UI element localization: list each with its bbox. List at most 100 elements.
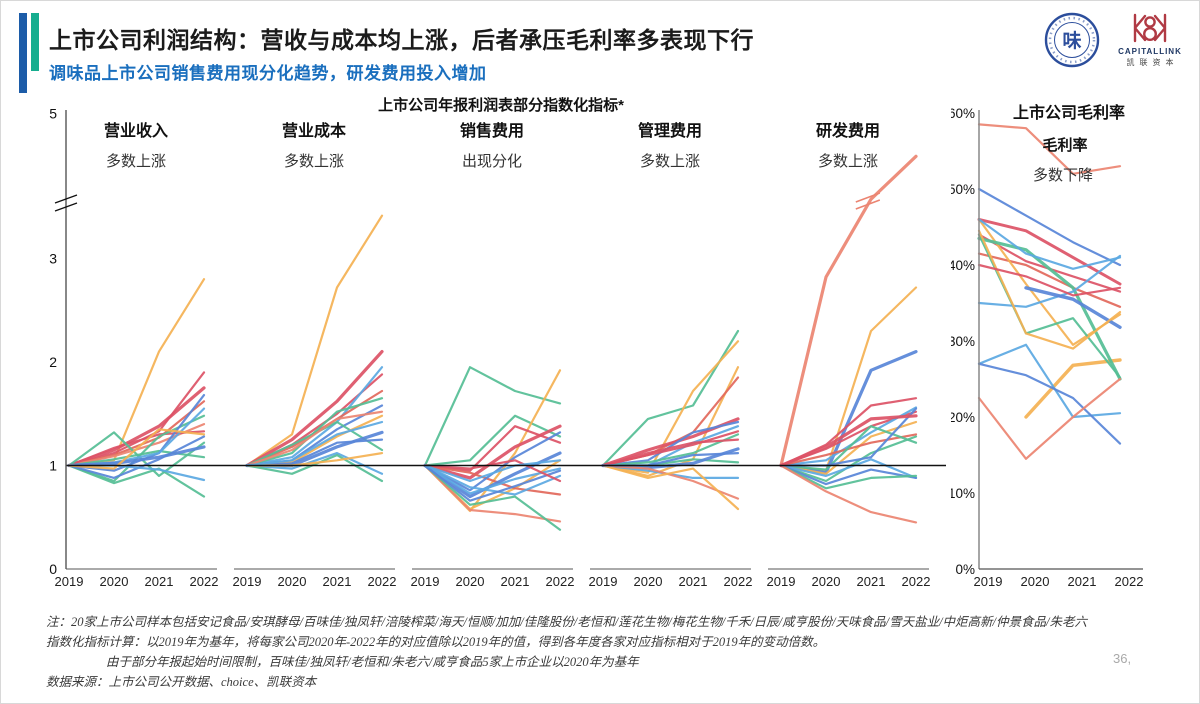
series-line: [423, 424, 562, 480]
panel-trend: 多数上涨: [818, 153, 878, 170]
series-line: [977, 123, 1122, 175]
series-line: [977, 252, 1122, 308]
page-subtitle: 调味品上市公司销售费用现分化趋势，研发费用投入增加: [49, 64, 487, 83]
series-line: [245, 454, 384, 483]
series-line: [601, 376, 740, 467]
gross-margin-chart: 0% 10% 20% 30% 40% 50% 60% 2019 2020 2021 2022 上市公司…: [951, 103, 1144, 589]
series-line: [245, 452, 384, 475]
y-tick-label: 10%: [951, 486, 975, 501]
margin-chart-trend: 多数下降: [1033, 167, 1093, 184]
page-number: 36,: [1113, 651, 1132, 666]
x-tick-label: 2020: [812, 574, 841, 589]
x-tick-label: 2021: [145, 574, 174, 589]
footnote-method: 指数化指标计算：以2019年为基年，将每家公司2020年-2022年的对应值除以…: [46, 635, 826, 649]
x-tick-label: 2022: [902, 574, 931, 589]
series-line: [67, 449, 206, 467]
footnote-source: 数据来源：上市公司公开数据、choice、凯联资本: [46, 675, 317, 689]
series-line: [977, 254, 1122, 308]
series-line: [245, 350, 384, 468]
series-line: [245, 214, 384, 467]
series-line: [601, 438, 740, 467]
series-line: [779, 154, 918, 468]
margin-chart-subtitle: 毛利率: [1042, 136, 1087, 154]
y-tick-label: 2: [49, 354, 57, 370]
series-line: [779, 464, 918, 486]
y-tick-label: 3: [49, 251, 57, 267]
x-tick-label: 2022: [368, 574, 397, 589]
series-line: [977, 229, 1122, 350]
capitallink-name: CAPITALLINK: [1118, 47, 1182, 56]
line-break-mark: [855, 199, 881, 210]
series-line: [423, 464, 562, 502]
x-tick-label: 2022: [546, 574, 575, 589]
series-line: [245, 420, 384, 467]
y-tick-label: 5: [49, 105, 57, 121]
series-line: [245, 410, 384, 467]
x-tick-label: 2019: [233, 574, 262, 589]
page-title: 上市公司利润结构：营收与成本均上涨，后者承压毛利率多表现下行: [49, 27, 754, 53]
panel-title: 管理费用: [638, 121, 702, 140]
panel-title: 销售费用: [460, 121, 524, 140]
x-tick-label: 2019: [55, 574, 84, 589]
seal-logo-icon: 味: [1044, 12, 1100, 68]
capitallink-monogram-icon: [1133, 13, 1167, 43]
series-line: [423, 464, 562, 531]
capitallink-logo: CAPITALLINK 凯联资本: [1111, 11, 1189, 68]
series-line: [977, 362, 1122, 445]
x-tick-label: 2020: [1021, 574, 1050, 589]
series-line: [977, 218, 1122, 270]
series-line: [67, 464, 206, 498]
series-line: [1024, 358, 1122, 419]
y-tick-label: 50%: [951, 182, 975, 197]
x-tick-label: 2019: [411, 574, 440, 589]
y-tick-label: 20%: [951, 410, 975, 425]
series-line: [423, 464, 562, 523]
y-tick-label: 30%: [951, 334, 975, 349]
x-tick-label: 2020: [634, 574, 663, 589]
series-line: [601, 464, 740, 511]
panel-trend: 出现分化: [462, 153, 522, 170]
x-tick-label: 2021: [323, 574, 352, 589]
logo-group: 味 CAPITALLINK 凯联资本: [1043, 11, 1189, 69]
series-line: [67, 428, 206, 470]
x-tick-label: 2022: [1115, 574, 1144, 589]
x-tick-label: 2022: [190, 574, 219, 589]
panel-trend: 多数上涨: [640, 153, 700, 170]
y-tick-label: 60%: [951, 106, 975, 121]
series-line: [423, 464, 562, 496]
y-tick-label: 0%: [955, 562, 975, 577]
x-tick-label: 2020: [456, 574, 485, 589]
series-line: [423, 464, 562, 496]
panel-title: 营业成本: [282, 121, 346, 140]
panel-trend: 多数上涨: [284, 153, 344, 170]
x-tick-label: 2021: [857, 574, 886, 589]
panel-trend: 多数上涨: [106, 153, 166, 170]
series-line: [423, 464, 562, 495]
x-tick-label: 2019: [589, 574, 618, 589]
y-tick-label: 40%: [951, 258, 975, 273]
series-line: [423, 459, 562, 483]
series-line: [779, 464, 918, 524]
series-line: [779, 414, 918, 468]
x-tick-label: 2022: [724, 574, 753, 589]
axis-break-mark: [54, 194, 78, 204]
panel-title: 营业收入: [104, 121, 168, 140]
chart-title: 上市公司年报利润表部分指数化指标*: [378, 97, 624, 114]
series-line: [977, 217, 1122, 286]
series-line: [423, 459, 562, 483]
series-line: [977, 236, 1122, 381]
margin-chart-title: 上市公司毛利率: [1013, 103, 1125, 122]
line-break-mark: [855, 192, 881, 203]
series-line: [423, 414, 562, 467]
series-line: [601, 329, 740, 467]
y-tick-label: 0: [49, 561, 57, 577]
x-tick-label: 2019: [974, 574, 1003, 589]
footnote-sample: 注：20家上市公司样本包括安记食品/安琪酵母/百味佳/独凤轩/涪陵榨菜/海天/恒…: [46, 615, 1087, 629]
series-line: [977, 263, 1122, 297]
series-line: [779, 458, 918, 479]
x-tick-label: 2021: [679, 574, 708, 589]
series-line: [1024, 286, 1122, 330]
series-line: [977, 343, 1122, 419]
